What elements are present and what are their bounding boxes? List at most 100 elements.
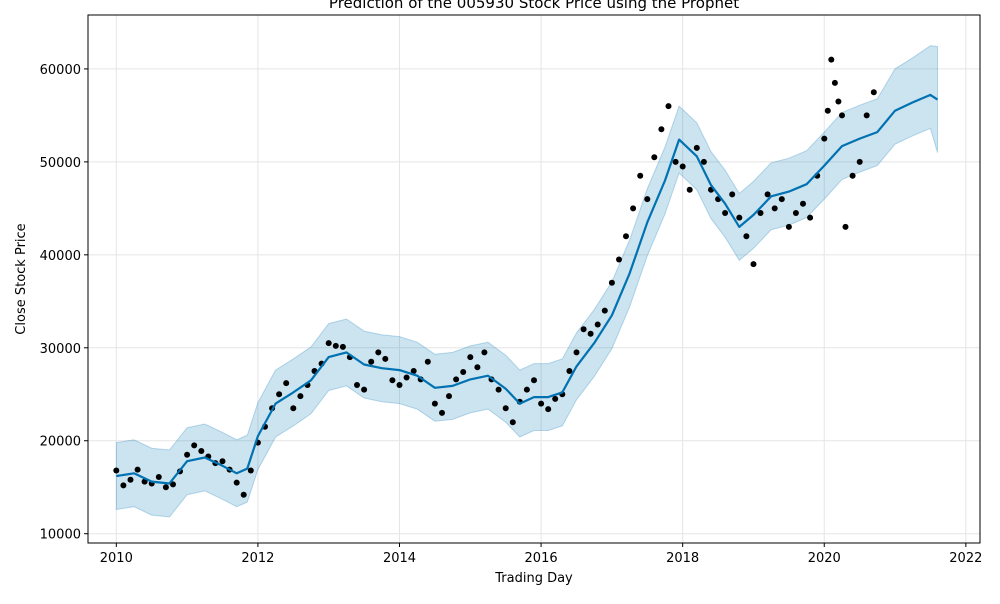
y-tick-label: 10000	[40, 528, 81, 543]
observed-point	[665, 103, 672, 110]
observed-point	[792, 210, 799, 216]
chart-title: Prediction of the 005930 Stock Price usi…	[329, 0, 739, 12]
observed-point	[729, 191, 736, 198]
observed-point	[538, 400, 545, 407]
observed-point	[785, 223, 792, 230]
grid-lines	[88, 15, 980, 543]
observed-point	[502, 405, 509, 412]
observed-point	[800, 200, 806, 207]
observed-point	[290, 405, 297, 412]
observed-point	[863, 112, 870, 119]
observed-point	[134, 466, 141, 473]
x-tick-label: 2022	[949, 551, 982, 566]
observed-point	[481, 349, 488, 356]
observed-point	[170, 481, 176, 488]
observed-point	[120, 482, 127, 489]
observed-point	[523, 386, 530, 393]
observed-point	[722, 210, 729, 216]
observed-point	[283, 380, 290, 387]
observed-point	[396, 382, 403, 388]
observed-point	[410, 368, 417, 374]
x-axis-ticks: 2010 2012 2014 2016 2018 2020 2022	[100, 543, 982, 566]
observed-point	[672, 158, 679, 165]
observed-point	[757, 210, 764, 216]
observed-point	[361, 386, 368, 393]
observed-point	[509, 419, 516, 426]
observed-point	[736, 214, 743, 221]
observed-point	[467, 354, 474, 361]
x-tick-label: 2016	[525, 551, 558, 566]
observed-point	[382, 355, 389, 362]
observed-point	[368, 358, 375, 365]
observed-point	[495, 386, 502, 393]
observed-point	[276, 391, 283, 398]
observed-point	[601, 307, 608, 314]
observed-point	[113, 467, 120, 474]
observed-point	[297, 393, 304, 400]
observed-point	[750, 261, 757, 268]
uncertainty-band-layer	[115, 45, 938, 518]
observed-point	[531, 377, 537, 384]
observed-point	[446, 393, 452, 400]
observed-point	[778, 196, 785, 203]
observed-point	[828, 56, 835, 63]
observed-point	[566, 368, 573, 374]
observed-point	[573, 349, 580, 356]
y-tick-label: 60000	[40, 63, 81, 78]
observed-point	[658, 126, 665, 133]
y-tick-label: 40000	[40, 249, 81, 264]
observed-point	[637, 172, 644, 179]
observed-point	[424, 358, 431, 365]
observed-point	[587, 330, 594, 337]
y-tick-label: 50000	[40, 156, 81, 171]
observed-point	[594, 321, 601, 328]
observed-point	[771, 205, 778, 212]
plot-area-frame	[87, 14, 981, 544]
observed-point	[644, 196, 651, 203]
y-tick-label: 20000	[40, 435, 81, 450]
observed-point	[623, 233, 629, 240]
y-axis-ticks: 10000 20000 30000 40000 50000 60000	[40, 63, 88, 543]
x-tick-label: 2012	[241, 551, 274, 566]
x-tick-label: 2010	[100, 551, 133, 566]
observed-point	[332, 342, 339, 349]
observed-point	[191, 442, 198, 449]
uncertainty-band	[115, 45, 938, 518]
x-axis-label: Trading Day	[494, 571, 573, 586]
observed-point	[162, 484, 169, 491]
observed-point	[325, 340, 332, 347]
observed-point	[849, 172, 856, 179]
observed-point	[155, 474, 162, 480]
observed-point	[700, 158, 707, 165]
observed-point	[339, 343, 346, 350]
observed-point	[453, 376, 460, 383]
observed-point	[198, 448, 205, 454]
forecast-line-layer	[116, 93, 939, 485]
observed-point	[686, 186, 693, 193]
x-tick-label: 2014	[383, 551, 416, 566]
observed-points-layer	[113, 56, 877, 498]
observed-point	[127, 476, 134, 483]
observed-point	[807, 214, 814, 221]
observed-point	[247, 467, 254, 474]
observed-point	[552, 395, 559, 402]
observed-point	[835, 98, 842, 105]
observed-point	[608, 279, 615, 286]
observed-point	[651, 154, 658, 161]
observed-point	[389, 377, 396, 384]
observed-point	[679, 163, 686, 170]
observed-point	[439, 409, 445, 416]
y-tick-label: 30000	[40, 342, 81, 357]
observed-point	[824, 107, 831, 114]
observed-point	[616, 256, 622, 263]
x-tick-label: 2020	[808, 551, 841, 566]
observed-point	[839, 112, 845, 119]
observed-point	[821, 135, 828, 142]
x-tick-label: 2018	[666, 551, 699, 566]
observed-point	[545, 406, 552, 413]
observed-point	[842, 223, 849, 230]
observed-point	[219, 458, 226, 465]
observed-point	[184, 451, 191, 458]
observed-point	[764, 191, 771, 198]
